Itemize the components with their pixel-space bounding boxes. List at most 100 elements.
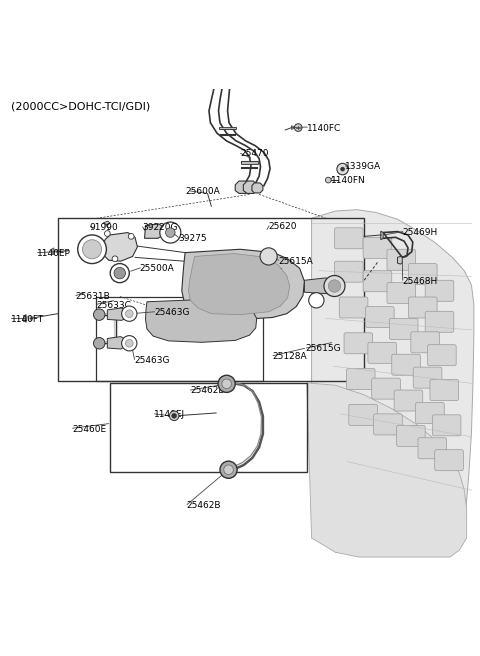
Polygon shape: [381, 231, 383, 239]
FancyBboxPatch shape: [408, 264, 437, 285]
Circle shape: [218, 375, 235, 392]
Text: 91990: 91990: [90, 223, 119, 232]
Text: 25631B: 25631B: [75, 292, 110, 301]
Text: 25633C: 25633C: [97, 300, 132, 310]
FancyBboxPatch shape: [432, 415, 461, 436]
Circle shape: [294, 124, 302, 131]
Circle shape: [220, 461, 237, 478]
FancyBboxPatch shape: [347, 369, 375, 390]
Circle shape: [166, 228, 175, 237]
Circle shape: [328, 280, 341, 292]
FancyBboxPatch shape: [413, 367, 442, 388]
Text: (2000CC>DOHC-TCI/GDI): (2000CC>DOHC-TCI/GDI): [11, 101, 150, 112]
FancyBboxPatch shape: [363, 237, 392, 258]
FancyBboxPatch shape: [389, 318, 418, 339]
Polygon shape: [144, 224, 165, 238]
Text: 25468H: 25468H: [402, 277, 437, 286]
Polygon shape: [304, 278, 336, 294]
FancyBboxPatch shape: [428, 344, 456, 365]
Circle shape: [169, 411, 179, 420]
Polygon shape: [219, 127, 236, 129]
Polygon shape: [52, 248, 54, 255]
Text: 25615G: 25615G: [306, 344, 341, 354]
Text: 25463G: 25463G: [134, 356, 169, 365]
Polygon shape: [312, 210, 474, 552]
Text: 25463G: 25463G: [154, 308, 190, 318]
Circle shape: [260, 248, 277, 265]
Text: 25128A: 25128A: [273, 352, 307, 361]
FancyBboxPatch shape: [408, 297, 437, 318]
Polygon shape: [291, 126, 296, 129]
FancyBboxPatch shape: [373, 414, 402, 435]
Circle shape: [325, 177, 331, 183]
Text: 1140EP: 1140EP: [37, 249, 71, 258]
Circle shape: [121, 306, 137, 321]
Polygon shape: [252, 183, 263, 193]
Circle shape: [78, 235, 107, 264]
Text: 1140FC: 1140FC: [307, 124, 341, 133]
Circle shape: [112, 256, 118, 262]
Polygon shape: [108, 337, 126, 349]
Text: 25462B: 25462B: [190, 386, 224, 396]
Circle shape: [94, 309, 105, 320]
FancyBboxPatch shape: [387, 283, 416, 304]
Circle shape: [114, 268, 125, 279]
Circle shape: [128, 234, 134, 239]
Text: 39220G: 39220G: [142, 223, 178, 232]
FancyBboxPatch shape: [396, 425, 425, 446]
Circle shape: [309, 293, 324, 308]
Polygon shape: [235, 181, 250, 194]
Text: 25469H: 25469H: [402, 228, 437, 237]
Polygon shape: [182, 249, 304, 319]
Circle shape: [224, 465, 233, 474]
Circle shape: [222, 379, 231, 388]
Text: 1140EJ: 1140EJ: [154, 411, 185, 419]
FancyBboxPatch shape: [339, 297, 368, 318]
Text: 25600A: 25600A: [185, 188, 220, 197]
FancyBboxPatch shape: [430, 380, 458, 401]
Text: 1140FT: 1140FT: [11, 315, 44, 324]
FancyBboxPatch shape: [335, 228, 363, 249]
Text: 39275: 39275: [178, 234, 206, 243]
Polygon shape: [108, 308, 128, 320]
Circle shape: [160, 222, 181, 243]
Text: 25623T: 25623T: [249, 268, 282, 277]
Text: 25615A: 25615A: [278, 256, 313, 266]
FancyBboxPatch shape: [368, 342, 396, 363]
FancyBboxPatch shape: [365, 306, 394, 327]
Text: 1339GA: 1339GA: [345, 162, 381, 171]
Polygon shape: [241, 161, 258, 164]
Circle shape: [125, 310, 133, 318]
Text: 25460E: 25460E: [72, 424, 106, 434]
Circle shape: [110, 264, 129, 283]
FancyBboxPatch shape: [435, 450, 463, 471]
FancyBboxPatch shape: [372, 378, 400, 399]
Circle shape: [324, 276, 345, 297]
Circle shape: [94, 338, 105, 349]
FancyBboxPatch shape: [425, 280, 454, 301]
FancyBboxPatch shape: [387, 249, 416, 270]
Circle shape: [83, 239, 102, 259]
Polygon shape: [102, 233, 137, 261]
Circle shape: [121, 336, 137, 351]
FancyBboxPatch shape: [349, 404, 377, 425]
FancyBboxPatch shape: [363, 271, 392, 292]
FancyBboxPatch shape: [425, 312, 454, 333]
FancyBboxPatch shape: [335, 261, 363, 282]
FancyBboxPatch shape: [392, 354, 420, 375]
Polygon shape: [145, 299, 257, 342]
FancyBboxPatch shape: [418, 438, 446, 459]
Text: 25462B: 25462B: [187, 501, 221, 510]
FancyBboxPatch shape: [344, 333, 372, 354]
Polygon shape: [243, 181, 257, 194]
Polygon shape: [189, 254, 289, 315]
FancyBboxPatch shape: [411, 332, 440, 353]
FancyBboxPatch shape: [394, 390, 423, 411]
Text: 25470: 25470: [240, 150, 268, 158]
Text: 1140FN: 1140FN: [331, 176, 365, 184]
Polygon shape: [397, 256, 402, 264]
Circle shape: [172, 413, 177, 418]
Circle shape: [337, 163, 348, 174]
Circle shape: [341, 167, 345, 171]
Polygon shape: [103, 221, 110, 225]
